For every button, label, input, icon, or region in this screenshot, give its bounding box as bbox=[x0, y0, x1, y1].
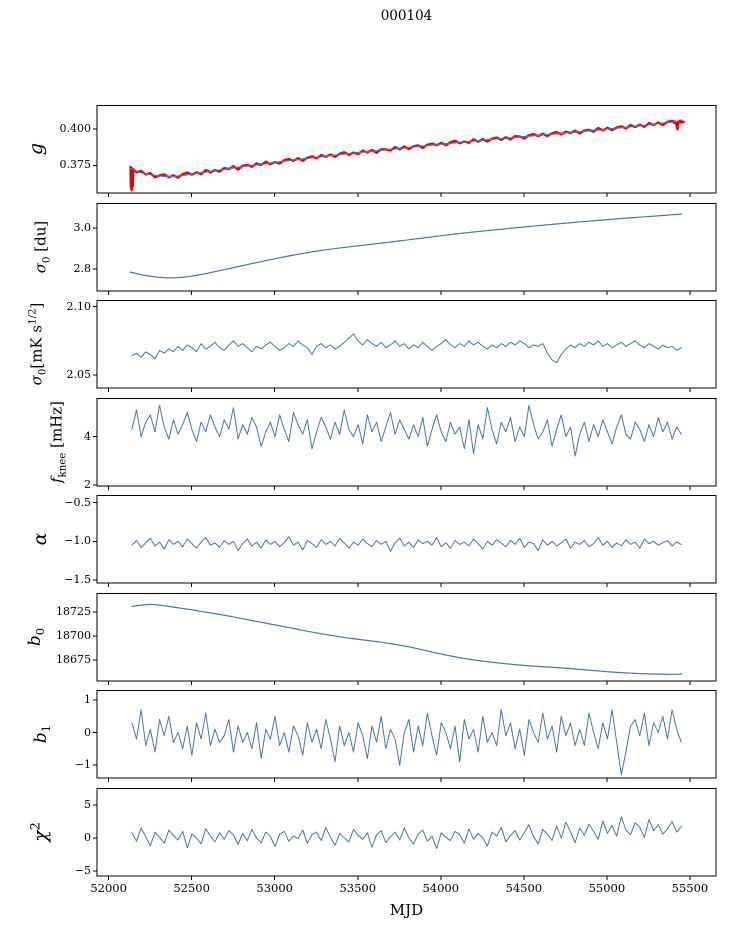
axis-border bbox=[96, 105, 717, 194]
x-tick-label: 53500 bbox=[339, 881, 377, 895]
y-tick-label: 0.375 bbox=[59, 158, 92, 172]
series-line-g-raw bbox=[130, 119, 683, 179]
series-group bbox=[131, 816, 682, 850]
x-tick-label: 54000 bbox=[422, 881, 460, 895]
subplot-b0: b0 18675 18700 18725 bbox=[0, 593, 729, 685]
y-tick-label: 1 bbox=[84, 693, 91, 707]
x-tick-label: 55000 bbox=[588, 881, 626, 895]
axis-border bbox=[96, 398, 717, 487]
y-tick-label: 18675 bbox=[56, 652, 91, 666]
y-tick-label: 0.400 bbox=[59, 122, 92, 135]
series-line-g-smooth bbox=[129, 120, 679, 178]
y-tick-label: 18700 bbox=[56, 629, 91, 643]
x-axis-ticks: 52000 52500 53000 53500 54000 54500 55000 55500 bbox=[90, 881, 723, 897]
x-tick-label: 52000 bbox=[90, 881, 127, 895]
axis-border bbox=[96, 203, 717, 292]
chart-title: 000104 bbox=[380, 8, 433, 24]
axis-border bbox=[96, 300, 717, 389]
y-tick-label: 3.0 bbox=[73, 221, 92, 235]
series-line-chi2 bbox=[131, 816, 682, 850]
axis-border bbox=[96, 495, 717, 584]
plot-area-sigma0-du bbox=[93, 203, 717, 295]
plot-area-g bbox=[93, 105, 717, 197]
y-tick-label: 2 bbox=[84, 478, 91, 492]
y-tick-label: −5 bbox=[74, 863, 91, 877]
y-tick-label: −1.5 bbox=[64, 572, 91, 586]
x-tick-label: 53000 bbox=[256, 881, 293, 895]
subplot-g: g 0.375 0.400 bbox=[0, 105, 729, 197]
axis-border bbox=[96, 788, 717, 877]
series-line-fknee bbox=[131, 404, 682, 457]
subplot-b1: b1 −1 0 1 bbox=[0, 690, 729, 782]
series-group bbox=[129, 213, 683, 279]
y-axis-label-g: g bbox=[25, 142, 47, 156]
series-group bbox=[131, 333, 682, 364]
y-tick-label: 5 bbox=[84, 798, 91, 812]
series-group bbox=[131, 404, 682, 457]
y-tick-label: 2.10 bbox=[66, 299, 92, 313]
subplot-sigma0-du: σ0 [du] 2.8 3.0 bbox=[0, 203, 729, 295]
x-tick-label: 52500 bbox=[173, 881, 210, 895]
series-group bbox=[131, 709, 682, 776]
x-tick-label: 54500 bbox=[505, 881, 543, 895]
series-line-g-raw bbox=[672, 120, 685, 131]
series-line-b1 bbox=[131, 709, 682, 776]
plot-area-alpha bbox=[93, 495, 717, 587]
subplot-sigma0-mk: σ0[mK s1/2] 2.05 2.10 bbox=[0, 299, 729, 392]
y-tick-label: −1.0 bbox=[64, 534, 91, 548]
y-tick-label: 18725 bbox=[56, 605, 91, 619]
axis-border bbox=[96, 593, 717, 682]
x-axis-label: MJD bbox=[389, 901, 424, 919]
subplot-chi2: χ2 −5 0 5 bbox=[0, 788, 729, 880]
y-tick-label: 0 bbox=[84, 725, 91, 739]
y-tick-label: −0.5 bbox=[64, 495, 91, 509]
y-tick-label: 4 bbox=[84, 429, 91, 443]
series-group bbox=[131, 536, 682, 552]
series-group bbox=[131, 603, 683, 675]
series-line-g-raw bbox=[129, 165, 135, 192]
subplot-alpha: α −1.5 −1.0 −0.5 bbox=[0, 495, 729, 587]
plot-area-fknee bbox=[93, 398, 717, 490]
series-line-sigma0-mk bbox=[131, 333, 682, 364]
axis-border bbox=[96, 690, 717, 779]
plot-area-b1 bbox=[93, 690, 717, 782]
y-tick-label: −1 bbox=[74, 758, 91, 771]
plot-area-chi2 bbox=[93, 788, 717, 880]
plot-area-sigma0-mk bbox=[93, 300, 717, 392]
series-group bbox=[129, 119, 685, 192]
series-line-sigma0-du bbox=[129, 213, 683, 279]
x-tick-label: 55500 bbox=[671, 881, 709, 895]
y-tick-label: 2.05 bbox=[66, 368, 92, 382]
plot-area-b0 bbox=[93, 593, 717, 685]
y-tick-label: 2.8 bbox=[73, 262, 92, 276]
series-line-b0 bbox=[131, 603, 683, 675]
y-tick-label: 0 bbox=[84, 831, 91, 844]
series-line-alpha bbox=[131, 536, 682, 552]
